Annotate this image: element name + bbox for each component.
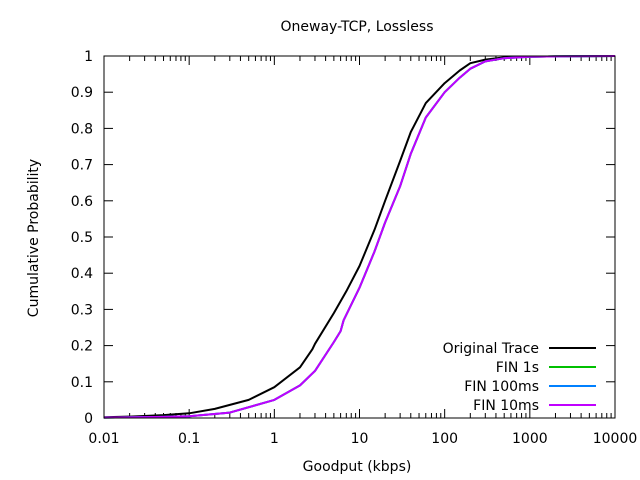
y-tick-label: 0.2 [71,339,93,355]
x-tick-label: 10 [351,431,369,447]
x-axis-label: Goodput (kbps) [303,459,412,475]
plot-frame [103,55,616,419]
x-tick-label: 0.1 [178,431,200,447]
legend-label: FIN 100ms [464,379,539,395]
y-tick-label: 0 [84,411,93,427]
legend-label: FIN 1s [496,360,539,376]
x-tick-label: 10000 [593,431,638,447]
y-tick-label: 0.7 [71,158,93,174]
y-tick-label: 0.6 [71,194,93,210]
legend: Original Trace FIN 1s FIN 100ms FIN 10ms [443,341,596,414]
chart-title: Oneway-TCP, Lossless [281,19,434,35]
series-line-3 [103,55,616,419]
x-tick-label: 1 [270,431,279,447]
y-tick-label: 0.3 [71,302,93,318]
legend-label: Original Trace [443,341,539,357]
y-tick-label: 0.5 [71,230,93,246]
y-tick-label: 0.8 [71,121,93,137]
y-tick-label: 0.1 [71,375,93,391]
y-tick-label: 1 [84,49,93,65]
x-tick-label: 100 [431,431,458,447]
y-tick-label: 0.4 [71,266,93,282]
x-tick-label: 1000 [512,431,548,447]
legend-label: FIN 10ms [473,398,539,414]
y-tick-label: 0.9 [71,85,93,101]
x-tick-label: 0.01 [88,431,119,447]
series-line-0 [103,55,616,419]
y-axis-label: Cumulative Probability [26,159,42,317]
